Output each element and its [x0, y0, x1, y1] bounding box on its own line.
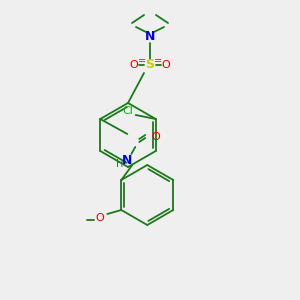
Text: N: N: [145, 31, 155, 44]
Text: O: O: [162, 60, 170, 70]
Text: O: O: [95, 213, 104, 223]
Text: O: O: [130, 60, 138, 70]
Text: Cl: Cl: [122, 106, 133, 116]
Text: H: H: [116, 159, 123, 169]
Text: N: N: [122, 154, 133, 166]
Text: S: S: [146, 58, 154, 71]
Text: =: =: [154, 56, 162, 66]
Text: =: =: [138, 56, 146, 66]
Text: O: O: [151, 132, 160, 142]
